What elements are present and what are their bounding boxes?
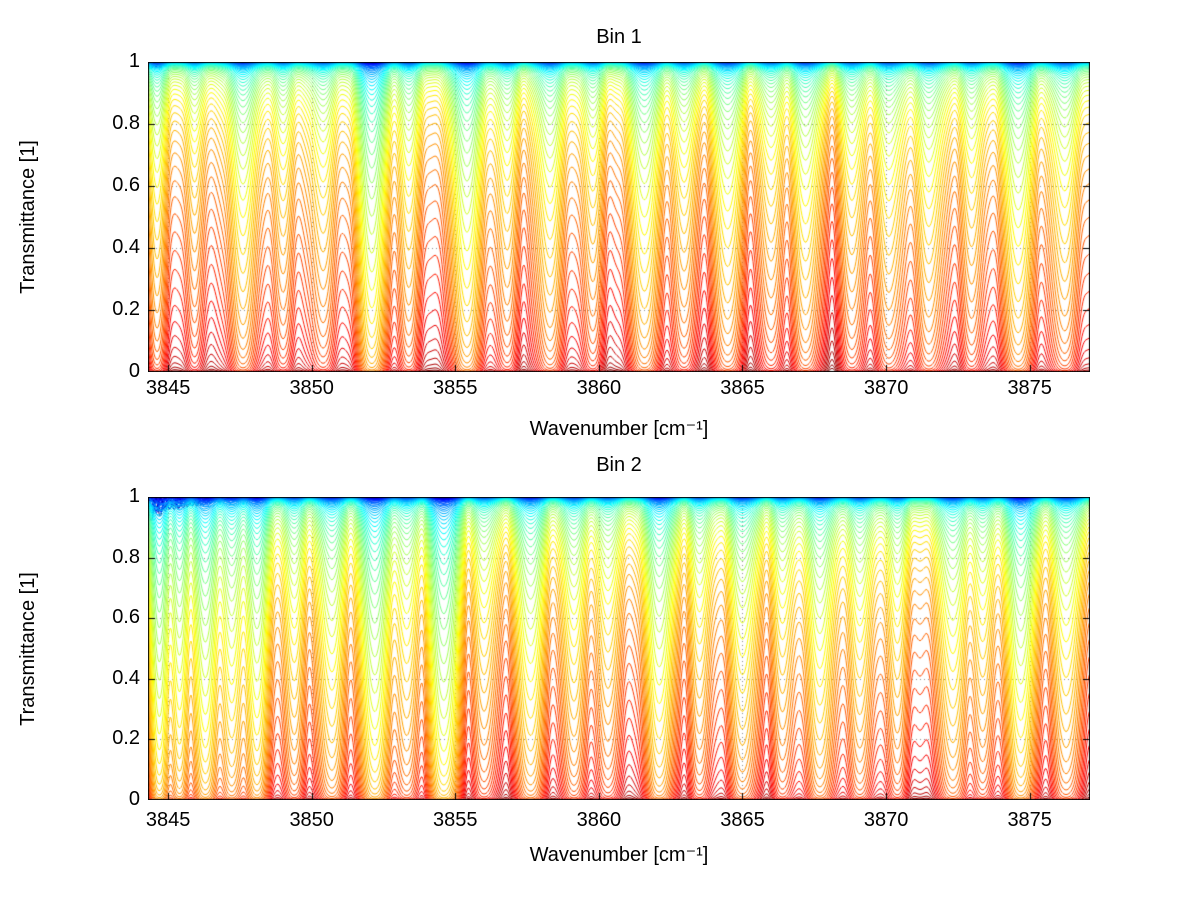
- x-axis-label: Wavenumber [cm⁻¹]: [529, 844, 709, 866]
- y-tick-label: 0.4: [112, 666, 140, 689]
- x-axis-label: Wavenumber [cm⁻¹]: [529, 418, 709, 440]
- x-tick-label: 3855: [433, 809, 478, 831]
- chart-title: Bin 1: [596, 26, 642, 48]
- y-axis-label: Transmittance [1]: [17, 140, 39, 294]
- y-tick-label: 0.2: [112, 298, 140, 320]
- chart-bin1: Bin 1 Transmittance [1] Wavenumber [cm⁻¹…: [0, 0, 1200, 450]
- y-tick-label: 0.6: [112, 606, 140, 629]
- x-tick-label: 3870: [863, 377, 909, 399]
- spectra-plot-canvas: [148, 62, 1090, 372]
- y-tick-label: 1: [128, 485, 140, 507]
- y-tick-label: 0.8: [112, 112, 140, 134]
- y-tick-label: 0.4: [112, 236, 140, 258]
- x-tick-label: 3865: [720, 809, 765, 831]
- x-tick-label: 3875: [1007, 809, 1052, 831]
- x-tick-label: 3850: [289, 809, 334, 831]
- x-tick-label: 3870: [863, 809, 909, 831]
- y-tick-label: 0.2: [112, 727, 140, 750]
- x-tick-label: 3845: [145, 377, 191, 399]
- x-tick-label: 3850: [289, 377, 334, 399]
- x-tick-label: 3865: [720, 377, 765, 399]
- spectra-plot-canvas: [148, 497, 1090, 800]
- y-tick-label: 0: [128, 788, 140, 810]
- x-tick-label: 3855: [433, 377, 478, 399]
- y-tick-label: 1: [128, 50, 140, 72]
- x-tick-label: 3860: [576, 809, 622, 831]
- chart-bin2: Bin 2 Transmittance [1] Wavenumber [cm⁻¹…: [0, 450, 1200, 901]
- x-tick-label: 3875: [1007, 377, 1052, 399]
- y-tick-label: 0.6: [112, 174, 140, 196]
- x-tick-label: 3860: [576, 377, 622, 399]
- y-tick-label: 0.8: [112, 545, 140, 568]
- y-axis-label: Transmittance [1]: [17, 571, 39, 726]
- x-tick-label: 3845: [145, 809, 191, 831]
- y-tick-label: 0: [128, 360, 140, 382]
- chart-title: Bin 2: [596, 454, 642, 476]
